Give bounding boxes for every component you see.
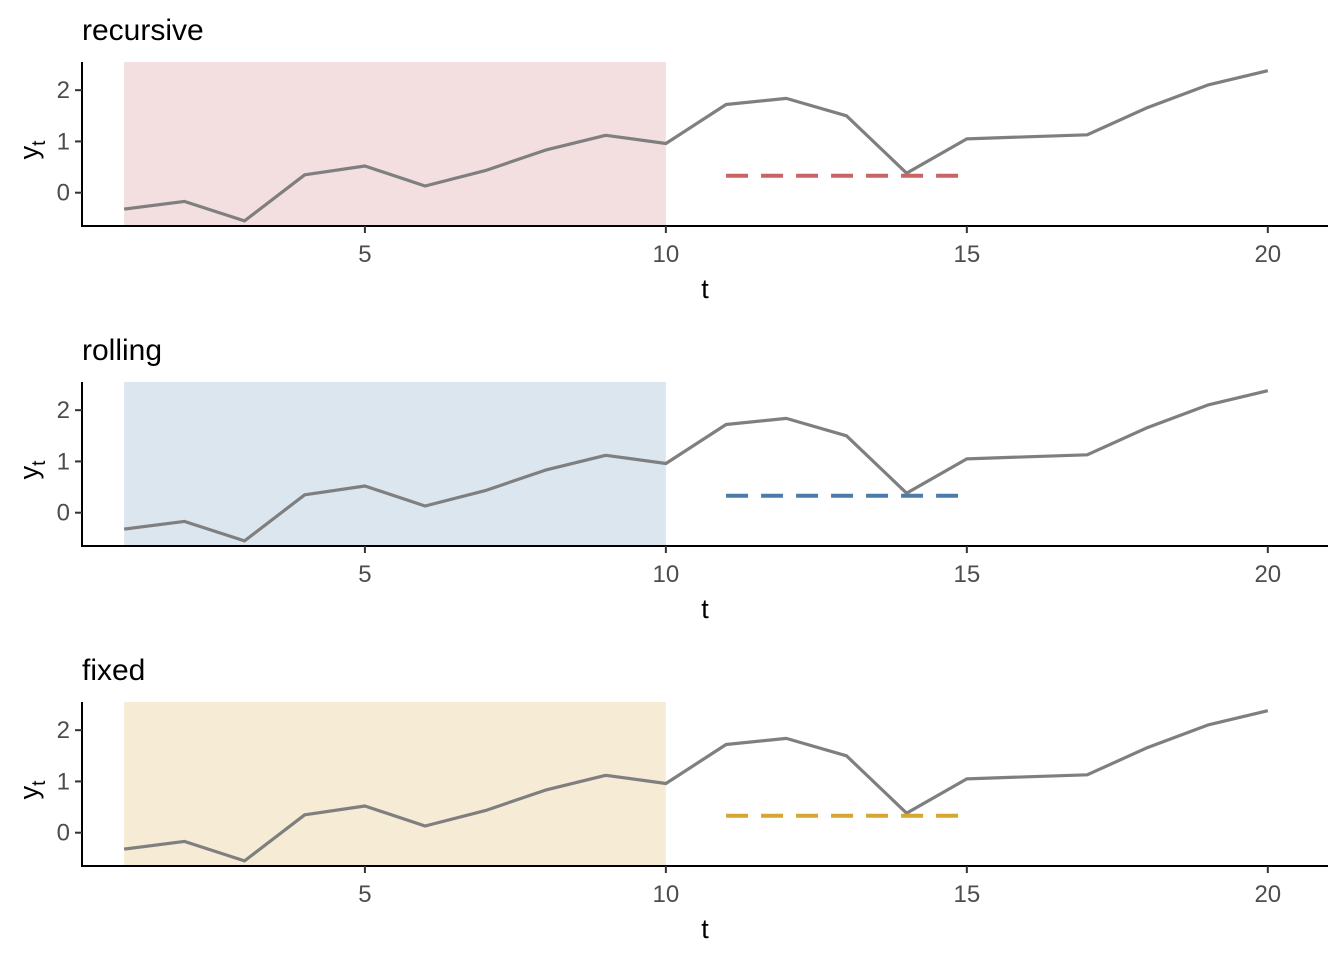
x-tick-label: 10 — [653, 881, 680, 908]
y-axis-title-sub: t — [29, 460, 50, 466]
y-tick-label: 2 — [57, 397, 70, 424]
y-tick-label: 2 — [57, 77, 70, 104]
series-line — [123, 709, 1269, 863]
y-tick-label: 1 — [57, 768, 70, 795]
x-tick-label: 10 — [653, 241, 680, 268]
chart-title: fixed — [82, 654, 145, 687]
estimation-window-shade — [124, 62, 666, 226]
y-tick-label: 0 — [57, 180, 70, 207]
x-tick-label: 20 — [1254, 241, 1281, 268]
y-axis-title-main: y — [14, 785, 44, 799]
x-tick-label: 15 — [953, 561, 980, 588]
x-axis-title: t — [701, 274, 709, 304]
chart-title: recursive — [82, 14, 204, 47]
x-tick-label: 20 — [1254, 881, 1281, 908]
y-tick-label: 0 — [57, 500, 70, 527]
x-tick-label: 5 — [358, 881, 371, 908]
y-axis-title: yt — [14, 460, 50, 480]
x-tick-label: 5 — [358, 241, 371, 268]
y-axis-title-main: y — [14, 465, 44, 479]
estimation-window-shade — [124, 702, 666, 866]
y-axis-title: yt — [14, 780, 50, 800]
y-tick-label: 0 — [57, 820, 70, 847]
chart-title: rolling — [82, 334, 162, 367]
x-tick-label: 10 — [653, 561, 680, 588]
svg-text:yt: yt — [14, 460, 50, 480]
y-axis-title-sub: t — [29, 780, 50, 786]
series-line — [123, 69, 1269, 223]
y-tick-label: 2 — [57, 717, 70, 744]
y-axis-title-sub: t — [29, 140, 50, 146]
x-axis-title: t — [701, 914, 709, 944]
y-axis-title-main: y — [14, 145, 44, 159]
estimation-window-shade — [124, 382, 666, 546]
y-tick-label: 1 — [57, 128, 70, 155]
x-axis-title: t — [701, 594, 709, 624]
x-tick-label: 20 — [1254, 561, 1281, 588]
y-tick-label: 1 — [57, 448, 70, 475]
svg-text:yt: yt — [14, 140, 50, 160]
x-tick-label: 15 — [953, 881, 980, 908]
x-tick-label: 5 — [358, 561, 371, 588]
series-line — [123, 389, 1269, 543]
x-tick-label: 15 — [953, 241, 980, 268]
svg-text:yt: yt — [14, 780, 50, 800]
y-axis-title: yt — [14, 140, 50, 160]
